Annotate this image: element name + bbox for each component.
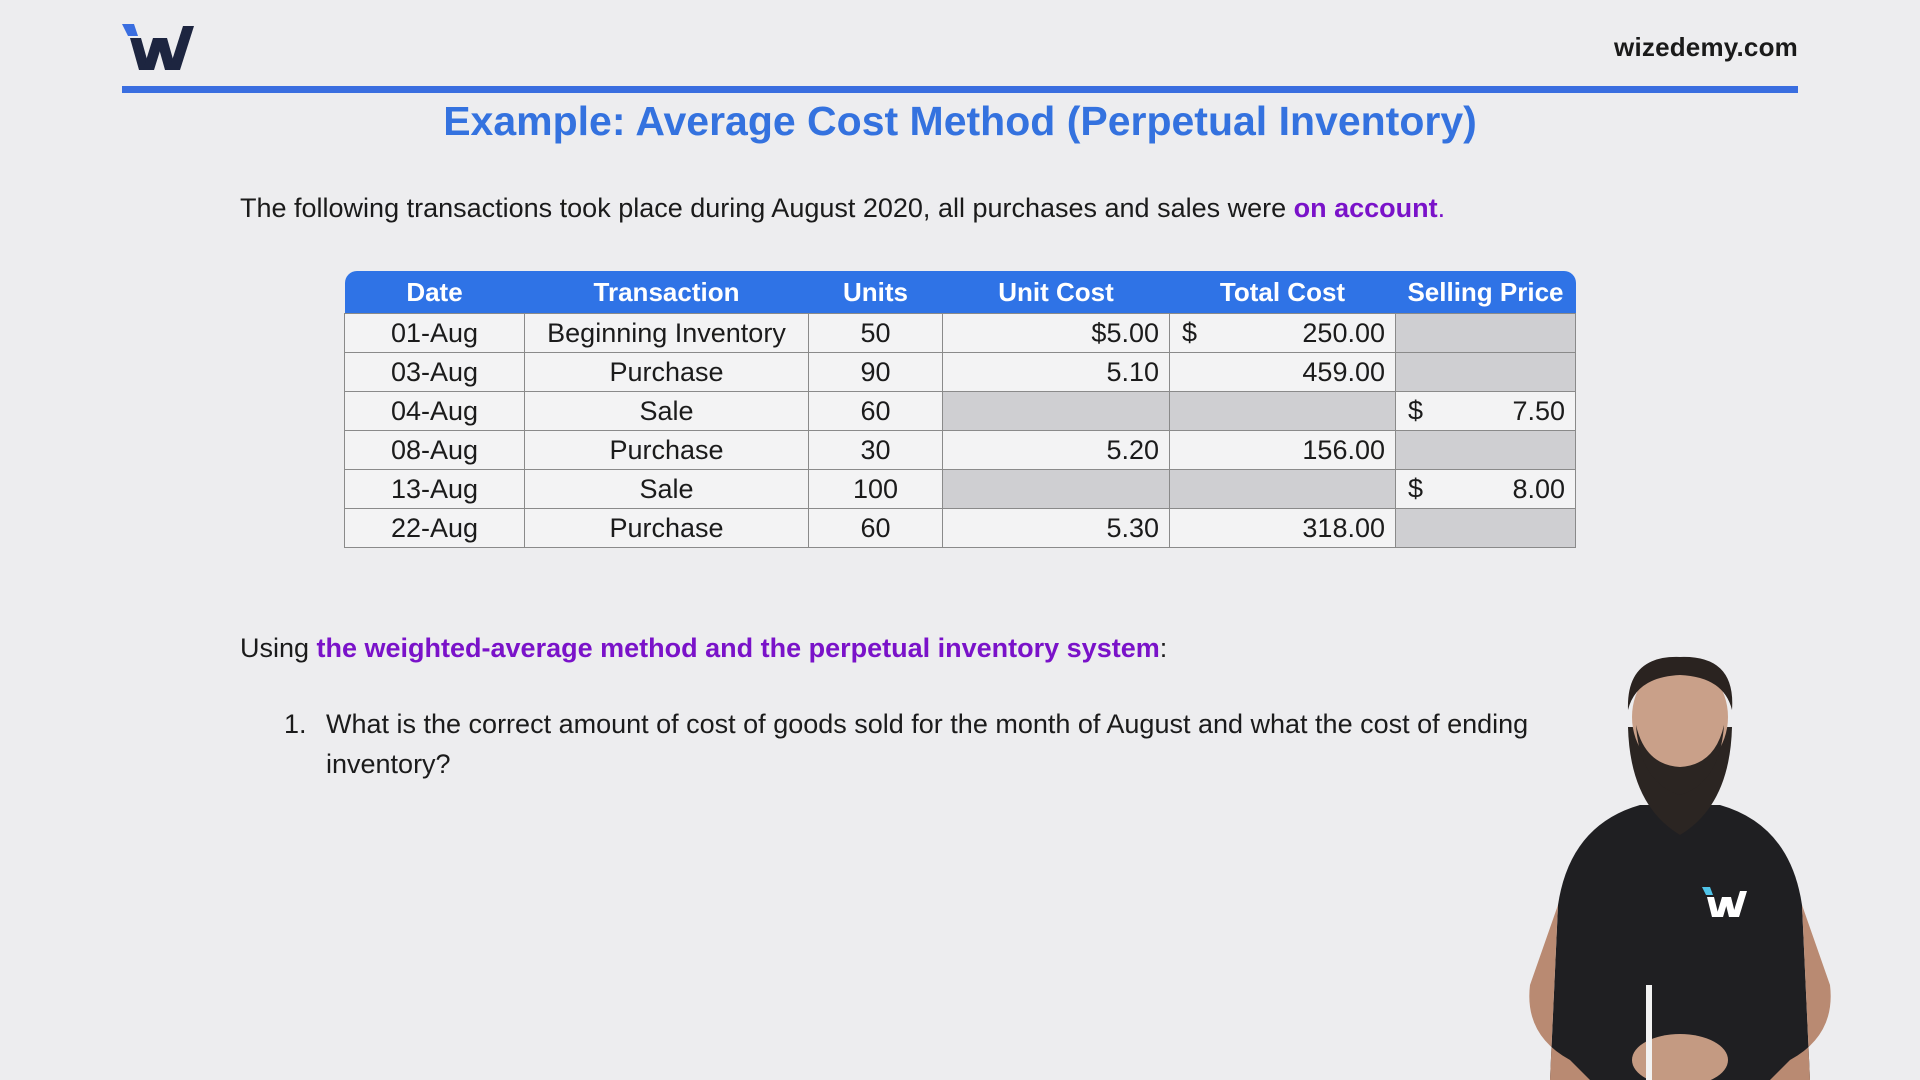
cell-date: 03-Aug xyxy=(344,352,525,392)
cell-unit-cost: $5.00 xyxy=(942,313,1170,353)
total-value: 250.00 xyxy=(1302,317,1385,348)
transactions-table: Date Transaction Units Unit Cost Total C… xyxy=(344,271,1576,548)
question-item: 1. What is the correct amount of cost of… xyxy=(284,704,1644,784)
table-row: 08-Aug Purchase 30 5.20 156.00 xyxy=(344,430,1576,470)
cell-selling-price xyxy=(1395,430,1576,470)
table-row: 22-Aug Purchase 60 5.30 318.00 xyxy=(344,508,1576,548)
currency-symbol: $ xyxy=(1408,395,1424,426)
prompt-before: Using xyxy=(240,633,317,663)
intro-after: . xyxy=(1437,193,1446,223)
cell-date: 04-Aug xyxy=(344,391,525,431)
prompt-after: : xyxy=(1159,633,1168,663)
question-number: 1. xyxy=(284,709,307,739)
table-row: 13-Aug Sale 100 $8.00 xyxy=(344,469,1576,509)
prompt-highlight: the weighted-average method and the perp… xyxy=(316,633,1160,663)
cell-unit-cost xyxy=(942,469,1170,509)
header-unit-cost: Unit Cost xyxy=(942,271,1170,314)
intro-text: The following transactions took place du… xyxy=(240,193,1445,224)
cell-unit-cost: 5.20 xyxy=(942,430,1170,470)
cell-date: 01-Aug xyxy=(344,313,525,353)
cell-transaction: Purchase xyxy=(524,430,809,470)
table-row: 04-Aug Sale 60 $7.50 xyxy=(344,391,1576,431)
total-value: 318.00 xyxy=(1302,512,1385,543)
cell-unit-cost: 5.30 xyxy=(942,508,1170,548)
price-value: 7.50 xyxy=(1512,395,1565,426)
header-selling-price: Selling Price xyxy=(1395,271,1576,314)
header-transaction: Transaction xyxy=(524,271,809,314)
cell-total-cost xyxy=(1169,469,1396,509)
cell-total-cost: $250.00 xyxy=(1169,313,1396,353)
cell-date: 13-Aug xyxy=(344,469,525,509)
method-prompt: Using the weighted-average method and th… xyxy=(240,633,1167,664)
header-divider xyxy=(122,86,1798,93)
table-row: 03-Aug Purchase 90 5.10 459.00 xyxy=(344,352,1576,392)
cell-transaction: Beginning Inventory xyxy=(524,313,809,353)
cell-transaction: Purchase xyxy=(524,352,809,392)
cell-date: 08-Aug xyxy=(344,430,525,470)
cell-units: 50 xyxy=(808,313,943,353)
cell-selling-price: $8.00 xyxy=(1395,469,1576,509)
cell-unit-cost xyxy=(942,391,1170,431)
table-row: 01-Aug Beginning Inventory 50 $5.00 $250… xyxy=(344,313,1576,353)
cell-total-cost xyxy=(1169,391,1396,431)
cell-total-cost: 459.00 xyxy=(1169,352,1396,392)
cell-selling-price: $7.50 xyxy=(1395,391,1576,431)
cell-units: 60 xyxy=(808,508,943,548)
cell-units: 100 xyxy=(808,469,943,509)
cell-selling-price xyxy=(1395,313,1576,353)
cell-transaction: Sale xyxy=(524,469,809,509)
page-title: Example: Average Cost Method (Perpetual … xyxy=(443,98,1477,144)
cell-total-cost: 156.00 xyxy=(1169,430,1396,470)
cell-date: 22-Aug xyxy=(344,508,525,548)
cell-selling-price xyxy=(1395,508,1576,548)
total-value: 156.00 xyxy=(1302,434,1385,465)
intro-before: The following transactions took place du… xyxy=(240,193,1294,223)
cell-units: 90 xyxy=(808,352,943,392)
wizedemy-logo-icon xyxy=(122,24,194,70)
cell-units: 30 xyxy=(808,430,943,470)
site-url: wizedemy.com xyxy=(1614,32,1798,62)
intro-highlight: on account xyxy=(1293,193,1438,223)
cell-transaction: Sale xyxy=(524,391,809,431)
total-value: 459.00 xyxy=(1302,356,1385,387)
currency-symbol: $ xyxy=(1182,317,1198,348)
header-total-cost: Total Cost xyxy=(1169,271,1396,314)
presenter-image xyxy=(1529,656,1831,1080)
table-header-row: Date Transaction Units Unit Cost Total C… xyxy=(344,271,1576,314)
cell-total-cost: 318.00 xyxy=(1169,508,1396,548)
cell-transaction: Purchase xyxy=(524,508,809,548)
cell-unit-cost: 5.10 xyxy=(942,352,1170,392)
cell-units: 60 xyxy=(808,391,943,431)
price-value: 8.00 xyxy=(1512,473,1565,504)
currency-symbol: $ xyxy=(1408,473,1424,504)
cell-selling-price xyxy=(1395,352,1576,392)
question-text: What is the correct amount of cost of go… xyxy=(326,709,1529,779)
header-units: Units xyxy=(808,271,943,314)
header-date: Date xyxy=(344,271,525,314)
